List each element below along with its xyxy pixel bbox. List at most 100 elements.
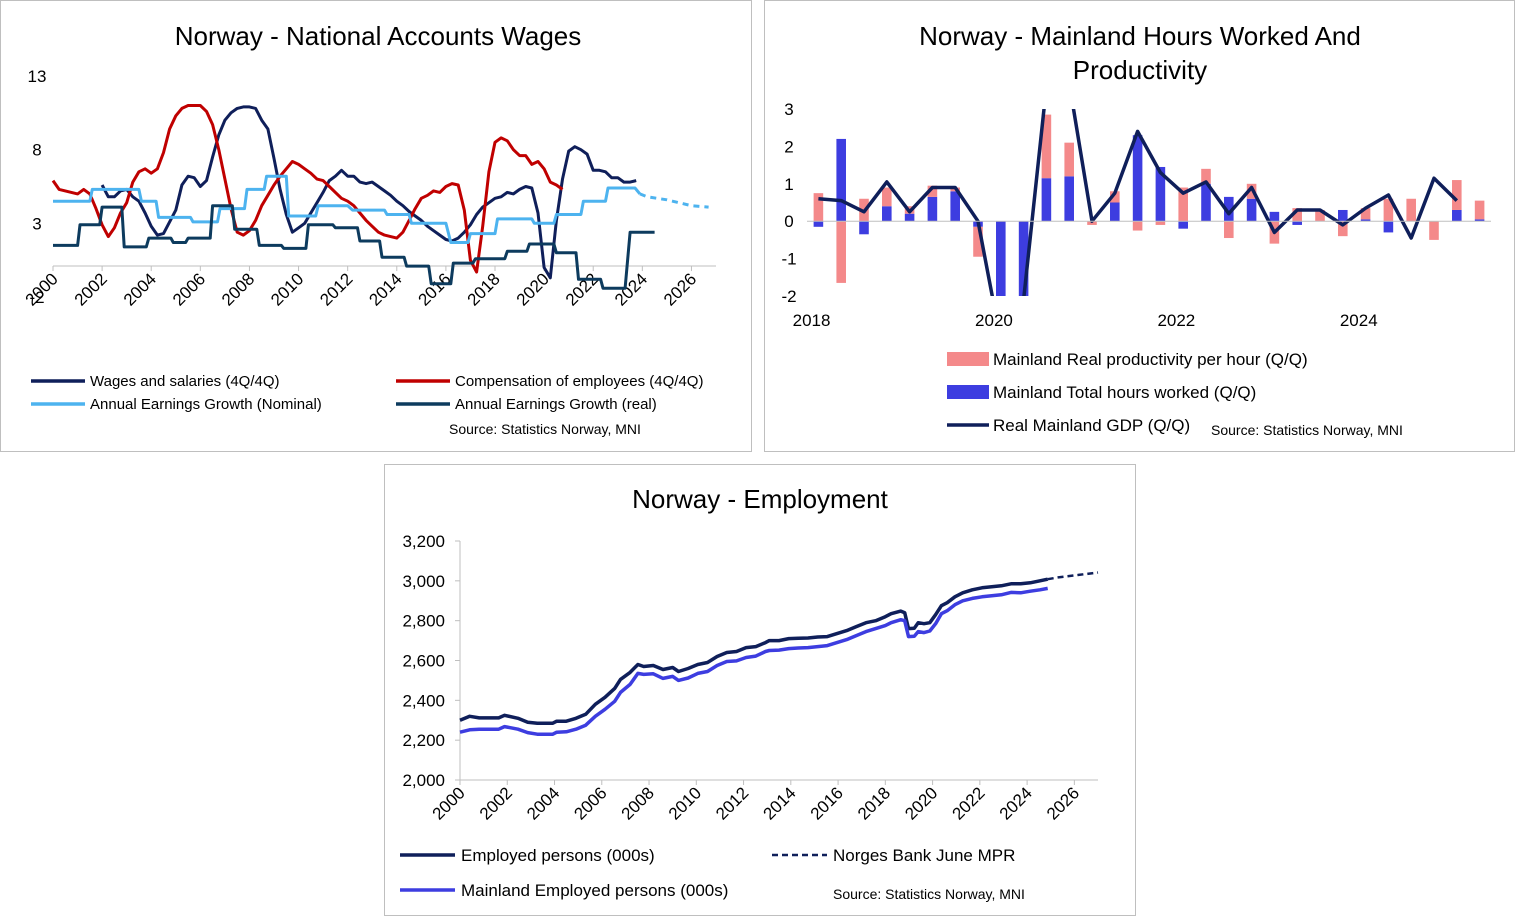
x-tick-label: 2010 bbox=[665, 783, 705, 823]
bar-productivity bbox=[1224, 221, 1234, 239]
bar-hours bbox=[927, 196, 938, 222]
legend-label: Mainland Total hours worked (Q/Q) bbox=[993, 383, 1256, 402]
legend-swatch bbox=[947, 385, 989, 399]
bar-productivity bbox=[1292, 208, 1302, 222]
bar-productivity bbox=[1406, 198, 1416, 222]
bar-hours bbox=[1224, 196, 1234, 222]
bar-hours bbox=[813, 221, 824, 227]
bar-hours bbox=[1474, 219, 1485, 222]
x-tick-label: 2026 bbox=[1043, 783, 1083, 823]
x-tick-label: 2014 bbox=[759, 783, 799, 823]
y-tick-label: 2,200 bbox=[402, 731, 445, 750]
bar-hours bbox=[1201, 183, 1211, 222]
legend-label: Norges Bank June MPR bbox=[833, 846, 1015, 865]
bar-productivity bbox=[1338, 221, 1348, 237]
wages-chart-panel: Norway - National Accounts Wages 13 8 3 -2 2… bbox=[0, 0, 752, 452]
employment-chart: Norway - Employment 3,200 3,000 2,800 2,600… bbox=[400, 484, 1099, 902]
bar-productivity bbox=[1474, 200, 1485, 220]
bar-productivity bbox=[1315, 209, 1325, 222]
bar-productivity bbox=[1178, 187, 1188, 222]
bar-productivity bbox=[1383, 198, 1394, 222]
series-line bbox=[100, 105, 637, 280]
x-tick-label: 2014 bbox=[365, 269, 405, 309]
bar-hours bbox=[859, 221, 869, 235]
bar-productivity bbox=[1201, 168, 1211, 184]
series-line bbox=[818, 109, 1459, 296]
bar-hours bbox=[950, 191, 960, 222]
legend-label: Wages and salaries (4Q/4Q) bbox=[90, 373, 280, 390]
y-tick-label: -1 bbox=[781, 250, 796, 269]
bar-productivity bbox=[973, 226, 983, 257]
x-tick-label: 2002 bbox=[476, 783, 516, 823]
bar-productivity bbox=[1087, 221, 1097, 225]
x-tick-label: 2018 bbox=[854, 783, 894, 823]
wages-chart: Norway - National Accounts Wages 13 8 3 -2 2… bbox=[22, 21, 716, 437]
x-tick-label: 2022 bbox=[948, 783, 988, 823]
legend-label: Real Mainland GDP (Q/Q) bbox=[993, 416, 1190, 435]
x-tick-label: 2012 bbox=[316, 269, 356, 309]
bar-hours bbox=[1041, 178, 1052, 222]
series-line bbox=[639, 192, 709, 209]
legend-label: Mainland Employed persons (000s) bbox=[461, 881, 728, 900]
bar-hours bbox=[1155, 166, 1166, 222]
y-tick-label: 13 bbox=[28, 67, 47, 86]
y-tick-label: 2,000 bbox=[402, 771, 445, 790]
series-line bbox=[53, 174, 642, 244]
bar-productivity bbox=[1132, 221, 1143, 231]
series-line bbox=[459, 577, 1049, 725]
x-tick-label: 2018 bbox=[464, 269, 504, 309]
x-tick-label: 2018 bbox=[793, 311, 831, 330]
legend-label: Annual Earnings Growth (real) bbox=[455, 396, 657, 413]
y-tick-label: 3,200 bbox=[402, 532, 445, 551]
x-tick-label: 2008 bbox=[218, 269, 258, 309]
bar-productivity bbox=[1429, 221, 1439, 240]
y-tick-label: 8 bbox=[32, 141, 41, 160]
x-tick-label: 2006 bbox=[169, 269, 209, 309]
y-tick-label: 3 bbox=[784, 100, 793, 119]
x-tick-label: 2004 bbox=[120, 269, 160, 309]
plot-area bbox=[813, 109, 1485, 296]
chart-title: Norway - National Accounts Wages bbox=[175, 21, 582, 51]
y-tick-label: 2 bbox=[784, 137, 793, 156]
series-line bbox=[53, 204, 655, 290]
x-tick-label: 2012 bbox=[712, 783, 752, 823]
chart-title: Norway - Employment bbox=[632, 484, 889, 514]
bar-productivity bbox=[1452, 180, 1462, 210]
hours-chart: Norway - Mainland Hours Worked And Produ… bbox=[781, 21, 1491, 438]
x-tick-label: 2024 bbox=[1340, 311, 1378, 330]
bar-productivity bbox=[927, 185, 938, 197]
x-tick-label: 2006 bbox=[570, 783, 610, 823]
legend-label: Compensation of employees (4Q/4Q) bbox=[455, 373, 703, 390]
legend: Mainland Real productivity per hour (Q/Q… bbox=[947, 350, 1403, 438]
series-line bbox=[51, 104, 564, 274]
x-tick-label: 2008 bbox=[618, 783, 658, 823]
x-tick-label: 2024 bbox=[996, 783, 1036, 823]
bar-productivity bbox=[1110, 191, 1120, 203]
series-line bbox=[459, 586, 1049, 736]
bar-hours bbox=[882, 206, 892, 222]
bar-hours bbox=[1178, 221, 1188, 229]
x-tick-label: 2020 bbox=[975, 311, 1013, 330]
source-note: Source: Statistics Norway, MNI bbox=[449, 421, 641, 437]
y-tick-label: -2 bbox=[781, 287, 796, 306]
bar-hours bbox=[904, 213, 915, 222]
legend: Wages and salaries (4Q/4Q) Compensation … bbox=[31, 373, 703, 437]
bar-productivity bbox=[836, 221, 846, 283]
legend-swatch bbox=[947, 352, 989, 366]
chart-title-line-2: Productivity bbox=[1073, 55, 1207, 85]
y-tick-label: 3 bbox=[32, 214, 41, 233]
bar-hours bbox=[836, 138, 846, 222]
series-line bbox=[1047, 571, 1099, 581]
bar-productivity bbox=[813, 193, 824, 222]
bar-productivity bbox=[882, 187, 892, 207]
x-tick-label: 2016 bbox=[415, 269, 455, 309]
y-tick-label: 2,600 bbox=[402, 652, 445, 671]
y-tick-label: 2,400 bbox=[402, 691, 445, 710]
bar-productivity bbox=[1155, 221, 1166, 225]
bar-hours bbox=[1018, 221, 1029, 296]
bar-productivity bbox=[1064, 142, 1074, 177]
bar-hours bbox=[1338, 209, 1348, 222]
y-tick-label: 1 bbox=[784, 175, 793, 194]
x-tick-label: 2002 bbox=[71, 269, 111, 309]
y-tick-label: 3,000 bbox=[402, 572, 445, 591]
